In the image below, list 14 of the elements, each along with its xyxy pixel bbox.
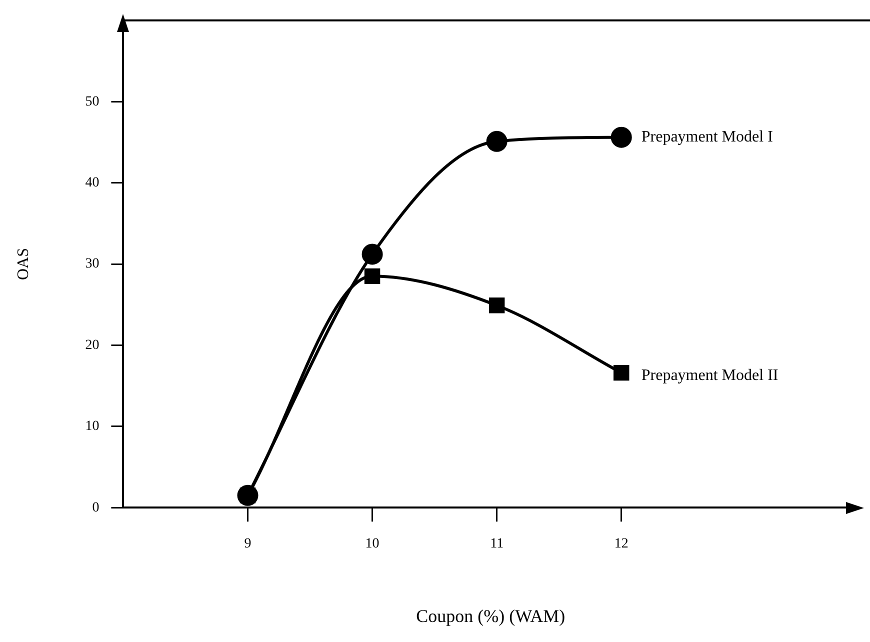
y-tick-label: 30: [85, 256, 100, 272]
y-tick-label: 20: [85, 338, 100, 353]
y-axis-title: OAS: [14, 248, 32, 280]
x-tick-label: 10: [365, 536, 380, 552]
y-tick-label: 0: [92, 500, 100, 516]
x-tick-label: 12: [614, 536, 628, 552]
x-axis-title: Coupon (%) (WAM): [416, 606, 566, 626]
x-tick-label: 11: [490, 536, 504, 552]
series-label: Prepayment Model II: [641, 367, 778, 384]
y-tick-label: 40: [85, 175, 100, 190]
y-tick-label: 50: [85, 94, 100, 110]
y-tick-label: 10: [85, 419, 100, 434]
x-tick-label: 9: [244, 536, 252, 552]
series-label: Prepayment Model I: [641, 128, 773, 146]
